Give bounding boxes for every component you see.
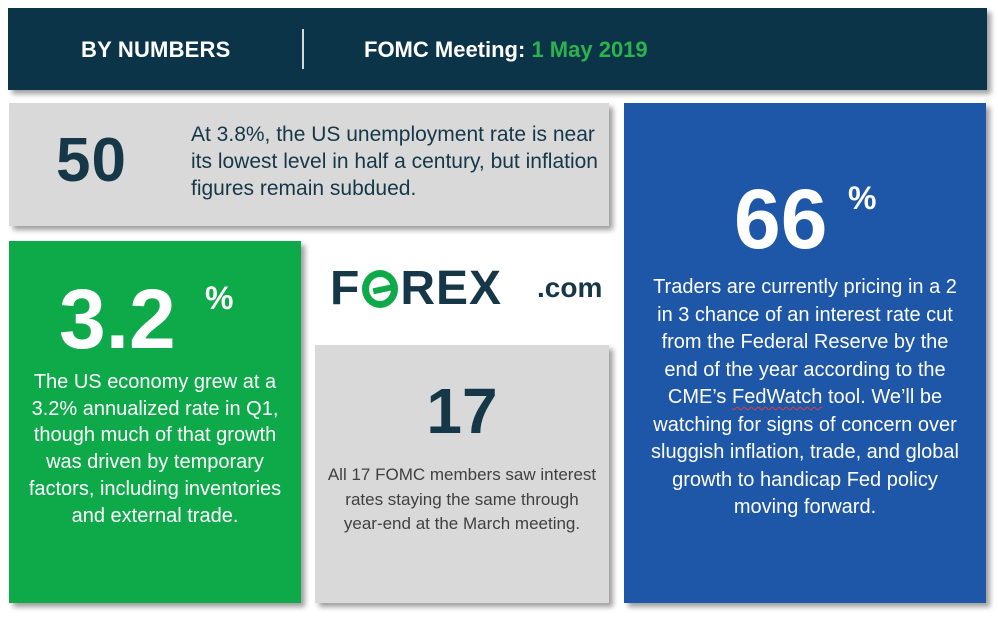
rate-cut-text-before: Traders are currently pricing in a 2 in …	[653, 276, 957, 408]
logo-o-icon	[362, 270, 399, 308]
fomc-members-panel: 17 All 17 FOMC members saw interest rate…	[315, 345, 609, 603]
meeting-label: FOMC Meeting:	[364, 37, 526, 62]
header-divider	[302, 29, 304, 69]
meeting-date: 1 May 2019	[531, 37, 648, 62]
logo-letters-rex: REX	[400, 262, 503, 315]
meeting-title: FOMC Meeting: 1 May 2019	[364, 37, 648, 63]
unemployment-text: At 3.8%, the US unemployment rate is nea…	[191, 123, 598, 200]
rate-cut-figure: 66	[734, 172, 828, 266]
gdp-text: The US economy grew at a 3.2% annualized…	[28, 371, 282, 527]
fomc-members-text: All 17 FOMC members saw interest rates s…	[327, 465, 597, 533]
gdp-figure: 3.2	[59, 272, 176, 366]
gdp-panel: 3.2 % The US economy grew at a 3.2% annu…	[9, 241, 301, 603]
rate-cut-panel: 66 % Traders are currently pricing in a …	[624, 103, 986, 603]
rate-cut-percent-sign: %	[848, 180, 877, 216]
fedwatch-tool-name: FedWatch	[732, 386, 823, 408]
rate-cut-text: Traders are currently pricing in a 2 in …	[644, 274, 966, 522]
unemployment-panel: 50 At 3.8%, the US unemployment rate is …	[9, 103, 609, 226]
forex-logo: F REX .com	[330, 262, 602, 316]
gdp-percent-sign: %	[205, 280, 234, 316]
logo-domain: .com	[537, 272, 603, 303]
section-label: BY NUMBERS	[81, 37, 231, 62]
logo-letter-f: F	[330, 262, 361, 315]
logo-wordmark: F REX	[330, 262, 502, 316]
rate-cut-text-after: tool. We’ll be watching for signs of con…	[651, 386, 959, 518]
unemployment-figure: 50	[56, 126, 127, 195]
fomc-members-figure: 17	[426, 375, 498, 447]
header-banner: BY NUMBERS FOMC Meeting: 1 May 2019	[8, 8, 987, 90]
